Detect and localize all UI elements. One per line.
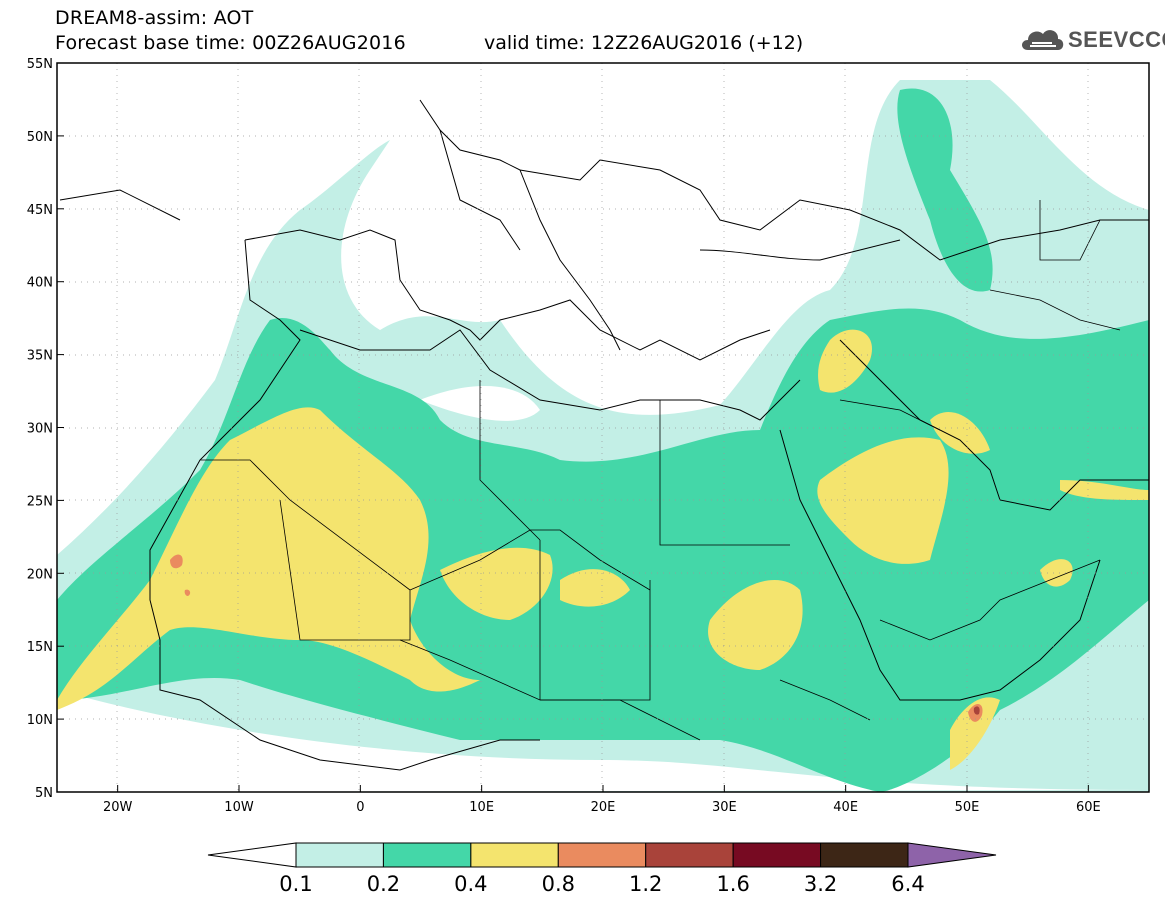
valid-time: valid time: 12Z26AUG2016 (+12) bbox=[484, 32, 804, 54]
colorbar-level-label: 0.8 bbox=[541, 872, 575, 896]
lat-tick-label: 20N bbox=[27, 567, 53, 582]
lat-tick-label: 30N bbox=[27, 422, 53, 437]
lon-tick-label: 10W bbox=[224, 800, 254, 815]
country-borders bbox=[200, 200, 1121, 741]
lat-tick-label: 40N bbox=[27, 276, 53, 291]
lon-tick-label: 30E bbox=[712, 800, 737, 815]
colorbar-swatch bbox=[645, 842, 734, 868]
colorbar bbox=[207, 842, 997, 868]
colorbar-swatch bbox=[470, 842, 559, 868]
lon-tick-label: 60E bbox=[1076, 800, 1101, 815]
lat-tick-label: 35N bbox=[27, 349, 53, 364]
colorbar-swatch bbox=[820, 842, 909, 868]
coastlines bbox=[59, 99, 1149, 771]
colorbar-level-label: 6.4 bbox=[891, 872, 925, 896]
lat-tick-label: 55N bbox=[27, 57, 53, 72]
colorbar-level-label: 1.2 bbox=[629, 872, 663, 896]
lat-tick-label: 5N bbox=[35, 786, 53, 801]
lat-tick-label: 10N bbox=[27, 713, 53, 728]
colorbar-level-label: 0.2 bbox=[366, 872, 401, 896]
latitude-axis: 55N 50N 45N 40N 35N 30N 25N 20N 15N 10N 5N bbox=[27, 57, 64, 801]
colorbar-level-label: 1.6 bbox=[716, 872, 750, 896]
lon-tick-label: 10E bbox=[469, 800, 494, 815]
longitude-axis: 20W 10W 0 10E 20E 30E 40E 50E 60E bbox=[103, 785, 1101, 815]
colorbar-level-label: 0.4 bbox=[454, 872, 488, 896]
lat-tick-label: 15N bbox=[27, 640, 53, 655]
aot-level-0.8-region bbox=[170, 554, 183, 569]
seevccc-logo: SEEVCCC bbox=[1018, 22, 1165, 56]
logo-text: SEEVCCC bbox=[1068, 27, 1165, 52]
aot-contour-fill bbox=[57, 63, 1149, 792]
lon-tick-label: 40E bbox=[833, 800, 858, 815]
lat-tick-label: 25N bbox=[27, 494, 53, 509]
lon-tick-label: 0 bbox=[356, 800, 364, 815]
forecast-base-time: Forecast base time: 00Z26AUG2016 bbox=[55, 32, 406, 54]
lon-tick-label: 50E bbox=[955, 800, 980, 815]
colorbar-swatch bbox=[732, 842, 822, 868]
colorbar-level-label: 3.2 bbox=[803, 872, 838, 896]
colorbar-under-triangle bbox=[207, 842, 297, 868]
colorbar-over-triangle bbox=[907, 842, 997, 868]
colorbar-swatch bbox=[382, 842, 472, 868]
colorbar-swatch bbox=[295, 842, 384, 868]
cloud-icon bbox=[1022, 30, 1064, 50]
map-title: DREAM8-assim: AOT bbox=[55, 7, 254, 29]
aot-level-0.4-region bbox=[57, 407, 480, 710]
lon-tick-label: 20W bbox=[103, 800, 133, 815]
lon-tick-label: 20E bbox=[591, 800, 616, 815]
lat-tick-label: 50N bbox=[27, 130, 53, 145]
colorbar-level-label: 0.1 bbox=[279, 872, 313, 896]
lat-tick-label: 45N bbox=[27, 203, 53, 218]
map-grid bbox=[57, 63, 1149, 792]
colorbar-swatch bbox=[557, 842, 647, 868]
